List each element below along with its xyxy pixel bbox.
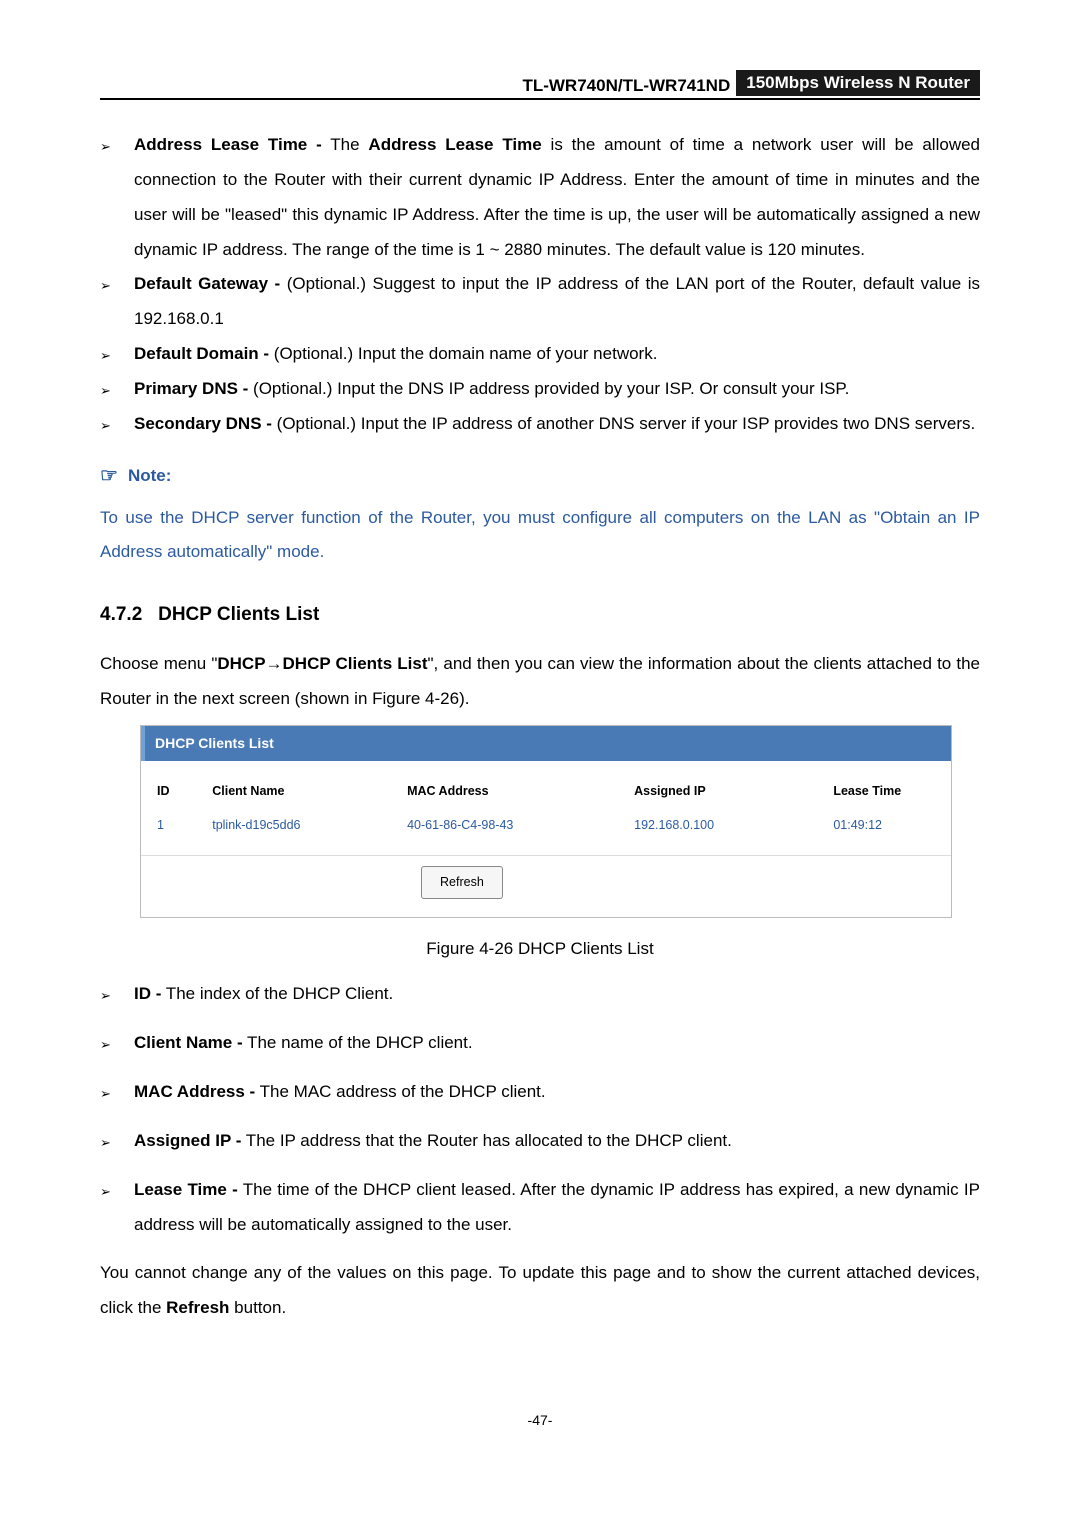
bullet-text: ID - The index of the DHCP Client. <box>134 977 980 1012</box>
section-title: DHCP Clients List <box>158 604 319 625</box>
term: Lease Time - <box>134 1180 238 1199</box>
term2: Address Lease Time <box>368 135 541 154</box>
bullet-text: Lease Time - The time of the DHCP client… <box>134 1173 980 1243</box>
figure-dhcp-clients: DHCP Clients List ID Client Name MAC Add… <box>140 725 952 919</box>
term: Default Gateway - <box>134 274 280 293</box>
bullet-text: MAC Address - The MAC address of the DHC… <box>134 1075 980 1110</box>
bullet-text: Default Domain - (Optional.) Input the d… <box>134 337 980 372</box>
bullet-text: Secondary DNS - (Optional.) Input the IP… <box>134 407 980 442</box>
bullet-text: Address Lease Time - The Address Lease T… <box>134 128 980 267</box>
bullet-item: ➢ Client Name - The name of the DHCP cli… <box>100 1026 980 1061</box>
bullet-arrow-icon: ➢ <box>100 1124 134 1159</box>
bullet-arrow-icon: ➢ <box>100 407 134 442</box>
col-mac: MAC Address <box>397 773 624 811</box>
table-header-row: ID Client Name MAC Address Assigned IP L… <box>141 773 951 811</box>
intro-paragraph: Choose menu "DHCP→DHCP Clients List", an… <box>100 647 980 717</box>
bullet-arrow-icon: ➢ <box>100 337 134 372</box>
bullet-item: ➢ Lease Time - The time of the DHCP clie… <box>100 1173 980 1243</box>
bullet-item: ➢ Address Lease Time - The Address Lease… <box>100 128 980 267</box>
note-body: To use the DHCP server function of the R… <box>100 501 980 571</box>
bullet-arrow-icon: ➢ <box>100 1173 134 1243</box>
refresh-button[interactable]: Refresh <box>421 866 503 900</box>
bullet-arrow-icon: ➢ <box>100 1026 134 1061</box>
closing-paragraph: You cannot change any of the values on t… <box>100 1256 980 1326</box>
refresh-row: Refresh <box>141 855 951 904</box>
bullet-text: Assigned IP - The IP address that the Ro… <box>134 1124 980 1159</box>
page-header: TL-WR740N/TL-WR741ND 150Mbps Wireless N … <box>100 70 980 100</box>
term: MAC Address - <box>134 1082 255 1101</box>
cell-ip: 192.168.0.100 <box>624 810 823 849</box>
note-heading: ☞ Note: <box>100 456 980 497</box>
hand-icon: ☞ <box>100 456 118 497</box>
bullet-item: ➢ Secondary DNS - (Optional.) Input the … <box>100 407 980 442</box>
bullet-item: ➢ Assigned IP - The IP address that the … <box>100 1124 980 1159</box>
bullet-item: ➢ MAC Address - The MAC address of the D… <box>100 1075 980 1110</box>
bullet-text: Default Gateway - (Optional.) Suggest to… <box>134 267 980 337</box>
section-number: 4.7.2 <box>100 604 142 625</box>
cell-client-name: tplink-d19c5dd6 <box>202 810 397 849</box>
bullet-arrow-icon: ➢ <box>100 372 134 407</box>
bullet-item: ➢ Primary DNS - (Optional.) Input the DN… <box>100 372 980 407</box>
bullet-item: ➢ Default Domain - (Optional.) Input the… <box>100 337 980 372</box>
cell-mac: 40-61-86-C4-98-43 <box>397 810 624 849</box>
bullet-text: Primary DNS - (Optional.) Input the DNS … <box>134 372 980 407</box>
term: Address Lease Time - <box>134 135 322 154</box>
section-heading: 4.7.2 DHCP Clients List <box>100 596 980 635</box>
bullet-arrow-icon: ➢ <box>100 1075 134 1110</box>
figure-titlebar: DHCP Clients List <box>141 726 951 761</box>
col-ip: Assigned IP <box>624 773 823 811</box>
bullet-item: ➢ ID - The index of the DHCP Client. <box>100 977 980 1012</box>
col-lease: Lease Time <box>823 773 951 811</box>
cell-lease: 01:49:12 <box>823 810 951 849</box>
bullet-arrow-icon: ➢ <box>100 267 134 337</box>
header-model: TL-WR740N/TL-WR741ND <box>522 76 736 96</box>
term: Primary DNS - <box>134 379 248 398</box>
term: Default Domain - <box>134 344 269 363</box>
figure-caption: Figure 4-26 DHCP Clients List <box>100 932 980 967</box>
term: Client Name - <box>134 1033 243 1052</box>
col-id: ID <box>141 773 202 811</box>
bullet-arrow-icon: ➢ <box>100 977 134 1012</box>
term: Secondary DNS - <box>134 414 272 433</box>
header-product: 150Mbps Wireless N Router <box>736 70 980 96</box>
cell-id: 1 <box>141 810 202 849</box>
bullet-arrow-icon: ➢ <box>100 128 134 267</box>
table-row: 1 tplink-d19c5dd6 40-61-86-C4-98-43 192.… <box>141 810 951 849</box>
bullet-text: Client Name - The name of the DHCP clien… <box>134 1026 980 1061</box>
term: ID - <box>134 984 161 1003</box>
bullet-item: ➢ Default Gateway - (Optional.) Suggest … <box>100 267 980 337</box>
page-number: -47- <box>100 1406 980 1435</box>
note-label: Note: <box>128 459 171 494</box>
col-client-name: Client Name <box>202 773 397 811</box>
dhcp-table: ID Client Name MAC Address Assigned IP L… <box>141 773 951 849</box>
term: Assigned IP - <box>134 1131 241 1150</box>
